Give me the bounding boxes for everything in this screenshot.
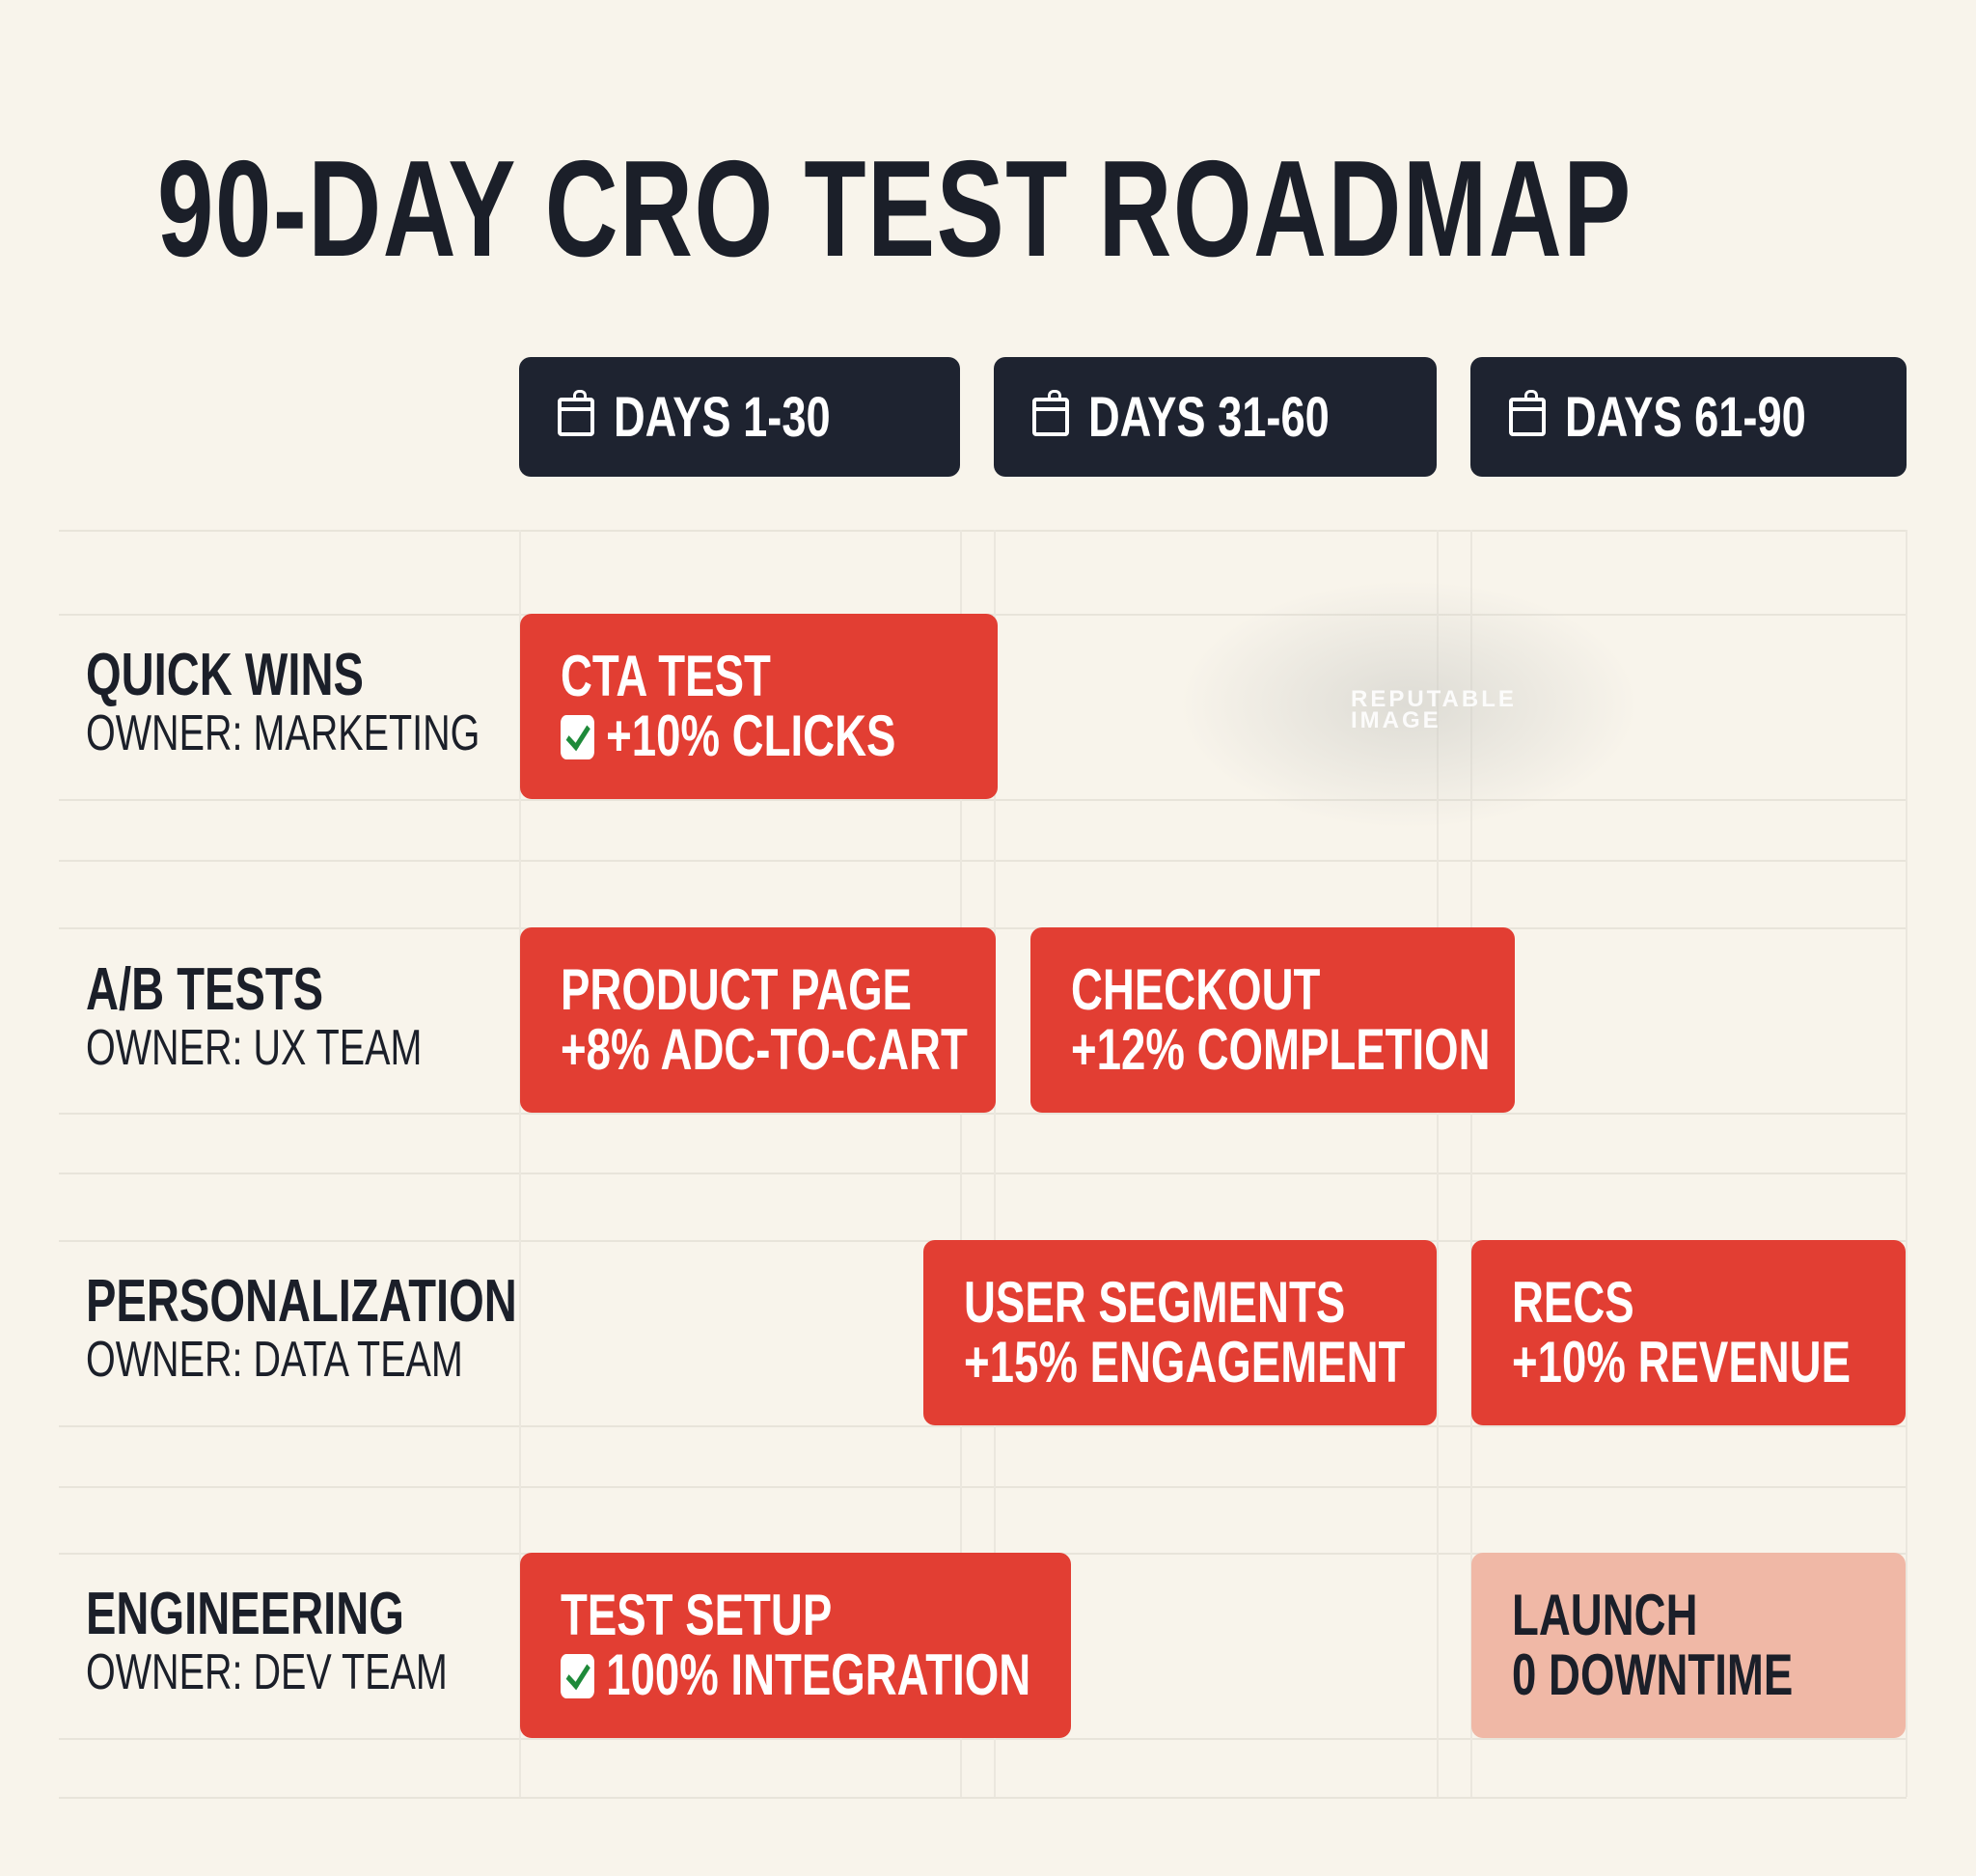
task-recs[interactable]: RECS +10% REVENUE — [1471, 1240, 1906, 1425]
row-label-quick-wins: QUICK WINS OWNER: MARKETING — [86, 642, 480, 761]
period-label: DAYS 1-30 — [614, 385, 831, 449]
grid-line — [519, 530, 521, 1797]
grid-line — [1437, 530, 1439, 1797]
page-title: 90-DAY CRO TEST ROADMAP — [157, 132, 1633, 286]
task-cta-test[interactable]: CTA TEST +10% CLICKS — [520, 614, 998, 799]
grid-line — [59, 1797, 1907, 1799]
task-launch[interactable]: LAUNCH 0 DOWNTIME — [1471, 1553, 1906, 1738]
task-checkout[interactable]: CHECKOUT +12% COMPLETION — [1030, 927, 1515, 1113]
task-user-segments[interactable]: USER SEGMENTS +15% ENGAGEMENT — [923, 1240, 1437, 1425]
calendar-icon — [1032, 390, 1069, 436]
grid-line — [59, 860, 1907, 862]
grid-line — [960, 530, 962, 1797]
grid-line — [59, 799, 1907, 801]
watermark-shadow — [1177, 579, 1640, 830]
watermark-logo: REPUTABLE IMAGE — [1351, 686, 1517, 733]
grid-line — [59, 530, 1907, 532]
task-product-page[interactable]: PRODUCT PAGE +8% ADC-TO-CART — [520, 927, 996, 1113]
grid-line — [59, 1738, 1907, 1740]
grid-line — [994, 530, 996, 1797]
row-label-personalization: PERSONALIZATION OWNER: DATA TEAM — [86, 1268, 517, 1388]
period-header-2: DAYS 31-60 — [994, 357, 1437, 477]
grid-line — [1470, 530, 1472, 1797]
grid-line — [59, 1425, 1907, 1427]
period-label: DAYS 61-90 — [1565, 385, 1806, 449]
grid-line — [59, 1486, 1907, 1488]
period-header-3: DAYS 61-90 — [1470, 357, 1907, 477]
calendar-icon — [1509, 390, 1546, 436]
period-label: DAYS 31-60 — [1088, 385, 1330, 449]
row-label-ab-tests: A/B TESTS OWNER: UX TEAM — [86, 956, 423, 1076]
grid-line — [1906, 530, 1907, 1797]
grid-line — [59, 1172, 1907, 1174]
row-label-engineering: ENGINEERING OWNER: DEV TEAM — [86, 1581, 448, 1700]
period-header-1: DAYS 1-30 — [519, 357, 960, 477]
calendar-icon — [558, 390, 594, 436]
checkmark-icon — [561, 715, 594, 759]
checkmark-icon — [561, 1654, 594, 1698]
grid-line — [59, 1113, 1907, 1115]
task-test-setup[interactable]: TEST SETUP 100% INTEGRATION — [520, 1553, 1071, 1738]
